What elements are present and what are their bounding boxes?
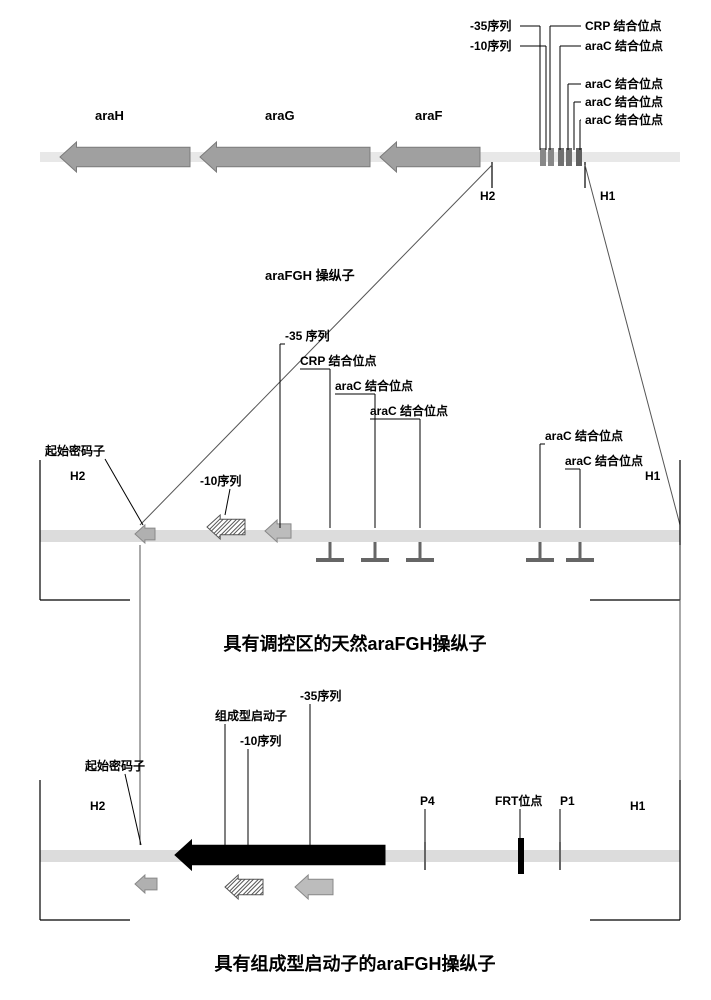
frt-site [518,838,524,874]
mid-reg-label: araC 结合位点 [565,453,643,468]
h2-label: H2 [90,799,106,813]
operon-label: araFGH 操纵子 [265,268,355,283]
h2-label: H2 [70,469,86,483]
binding-site-label: araC 结合位点 [585,94,663,109]
bot-label: FRT位点 [495,793,542,808]
bot-label: -10序列 [240,733,281,748]
h-mark: H2 [480,189,496,203]
binding-site-label: araC 结合位点 [585,76,663,91]
guide-line [585,165,680,525]
araG-label: araG [265,108,295,123]
minus10-label: -10序列 [200,473,241,488]
start-codon-arrow-bot [135,875,157,893]
seq-label: -35序列 [470,18,511,33]
seq-label: -10序列 [470,38,511,53]
reg-block [540,148,546,166]
reg-block [548,148,554,166]
mid-track [40,530,680,542]
araG-arrow [200,142,370,172]
mid-caption: 具有调控区的天然araFGH操纵子 [223,633,486,654]
mid-reg-label: araC 结合位点 [370,403,448,418]
mid-reg-label: -35 序列 [285,328,330,343]
reg-block [566,148,572,166]
bot-label: P4 [420,794,435,808]
h1-label: H1 [645,469,661,483]
mid-reg-label: CRP 结合位点 [300,353,376,368]
bot-caption: 具有组成型启动子的araFGH操纵子 [214,953,495,974]
binding-site-label: araC 结合位点 [585,38,663,53]
constitutive-promoter-arrow [175,840,385,870]
mid-reg-label: araC 结合位点 [545,428,623,443]
araF-arrow [380,142,480,172]
reg-block [558,148,564,166]
araF-label: araF [415,108,443,123]
reg-block [576,148,582,166]
start-codon-label-bot: 起始密码子 [84,758,145,773]
guide-line [140,165,492,525]
crosshatch-arrow [225,875,263,899]
mid-reg-label: araC 结合位点 [335,378,413,393]
binding-site-label: CRP 结合位点 [585,18,661,33]
h-mark: H1 [600,189,616,203]
start-codon-label: 起始密码子 [44,443,105,458]
minus35-arrow-bot [295,875,333,899]
h1-label: H1 [630,799,646,813]
araH-arrow [60,142,190,172]
bot-label: -35序列 [300,688,341,703]
araH-label: araH [95,108,124,123]
bot-label: 组成型启动子 [215,708,287,723]
bot-label: P1 [560,794,575,808]
binding-site-label: araC 结合位点 [585,112,663,127]
